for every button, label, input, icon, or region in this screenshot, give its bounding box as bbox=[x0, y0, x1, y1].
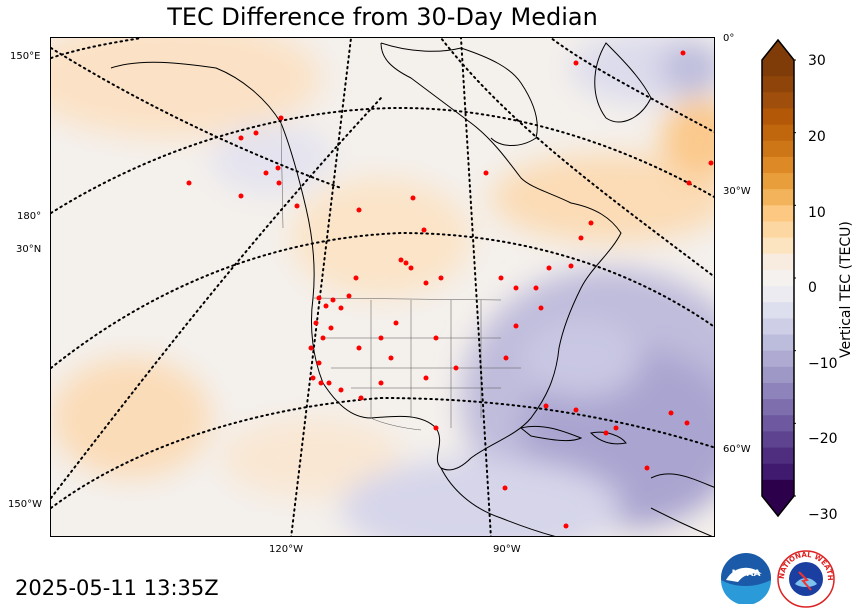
colorbar-segment bbox=[762, 205, 794, 222]
map-canvas bbox=[51, 38, 714, 536]
colorbar-tick: 30 bbox=[808, 53, 826, 69]
lat-label-right-3: 60°W bbox=[723, 444, 751, 455]
colorbar-label: Vertical TEC (TECU) bbox=[838, 221, 854, 358]
colorbar bbox=[760, 38, 796, 522]
colorbar-segment bbox=[762, 140, 794, 158]
lat-label-left-1: 150°E bbox=[10, 51, 41, 62]
colorbar-extend-max bbox=[762, 40, 794, 60]
colorbar-segment bbox=[762, 286, 794, 303]
colorbar-segment bbox=[762, 431, 794, 449]
colorbar-tick: −20 bbox=[808, 431, 838, 447]
colorbar-segment bbox=[762, 415, 794, 432]
lat-label-left-3: 30°N bbox=[16, 244, 42, 255]
colorbar-segment bbox=[762, 366, 794, 384]
colorbar-segment bbox=[762, 463, 794, 481]
colorbar-segment bbox=[762, 350, 794, 368]
colorbar-segment bbox=[762, 399, 794, 416]
colorbar-segment bbox=[762, 92, 794, 109]
anomaly-field bbox=[51, 38, 714, 536]
nws-logo-graphic: NATIONAL WEATHER SERVICE bbox=[774, 544, 835, 608]
graticule bbox=[51, 38, 714, 536]
lon-label-bottom-2: 90°W bbox=[493, 544, 521, 555]
noaa-logo: NOAA bbox=[720, 552, 772, 608]
colorbar-segment bbox=[762, 173, 794, 190]
colorbar-segment bbox=[762, 108, 794, 126]
coastlines bbox=[110, 42, 714, 536]
tec-map[interactable] bbox=[50, 37, 715, 537]
colorbar-tick: −10 bbox=[808, 356, 838, 372]
colorbar-segment bbox=[762, 302, 794, 319]
colorbar-segment bbox=[762, 124, 794, 142]
colorbar-segment bbox=[762, 479, 794, 497]
colorbar-segment bbox=[762, 253, 794, 271]
noaa-logo-text: NOAA bbox=[732, 569, 761, 579]
colorbar-segment bbox=[762, 60, 794, 77]
lat-label-right-2: 30°W bbox=[723, 186, 751, 197]
colorbar-segment bbox=[762, 269, 794, 287]
lat-label-right-1: 0° bbox=[723, 33, 735, 44]
colorbar-segment bbox=[762, 189, 794, 206]
colorbar-segment bbox=[762, 334, 794, 352]
colorbar-segment bbox=[762, 382, 794, 400]
colorbar-tick: 10 bbox=[808, 205, 826, 221]
lon-label-bottom-1: 120°W bbox=[269, 544, 303, 555]
colorbar-extend-min bbox=[762, 496, 794, 516]
noaa-logo-graphic: NOAA bbox=[721, 553, 771, 605]
chart-title: TEC Difference from 30-Day Median bbox=[167, 3, 598, 31]
lat-label-left-2: 180° bbox=[17, 211, 42, 222]
colorbar-segment bbox=[762, 76, 794, 93]
colorbar-segment bbox=[762, 237, 794, 255]
lat-label-left-4: 150°W bbox=[8, 499, 42, 510]
colorbar-tick: −30 bbox=[808, 507, 838, 523]
colorbar-tick: 20 bbox=[808, 129, 826, 145]
timestamp: 2025-05-11 13:35Z bbox=[15, 576, 219, 600]
colorbar-segment bbox=[762, 156, 794, 174]
colorbar-segment bbox=[762, 447, 794, 465]
colorbar-graphic bbox=[761, 38, 796, 518]
colorbar-tick: 0 bbox=[808, 280, 817, 296]
colorbar-segment bbox=[762, 221, 794, 239]
borders bbox=[280, 122, 521, 431]
nws-logo: NATIONAL WEATHER SERVICE bbox=[774, 544, 835, 612]
stations bbox=[186, 50, 714, 529]
colorbar-segment bbox=[762, 318, 794, 336]
